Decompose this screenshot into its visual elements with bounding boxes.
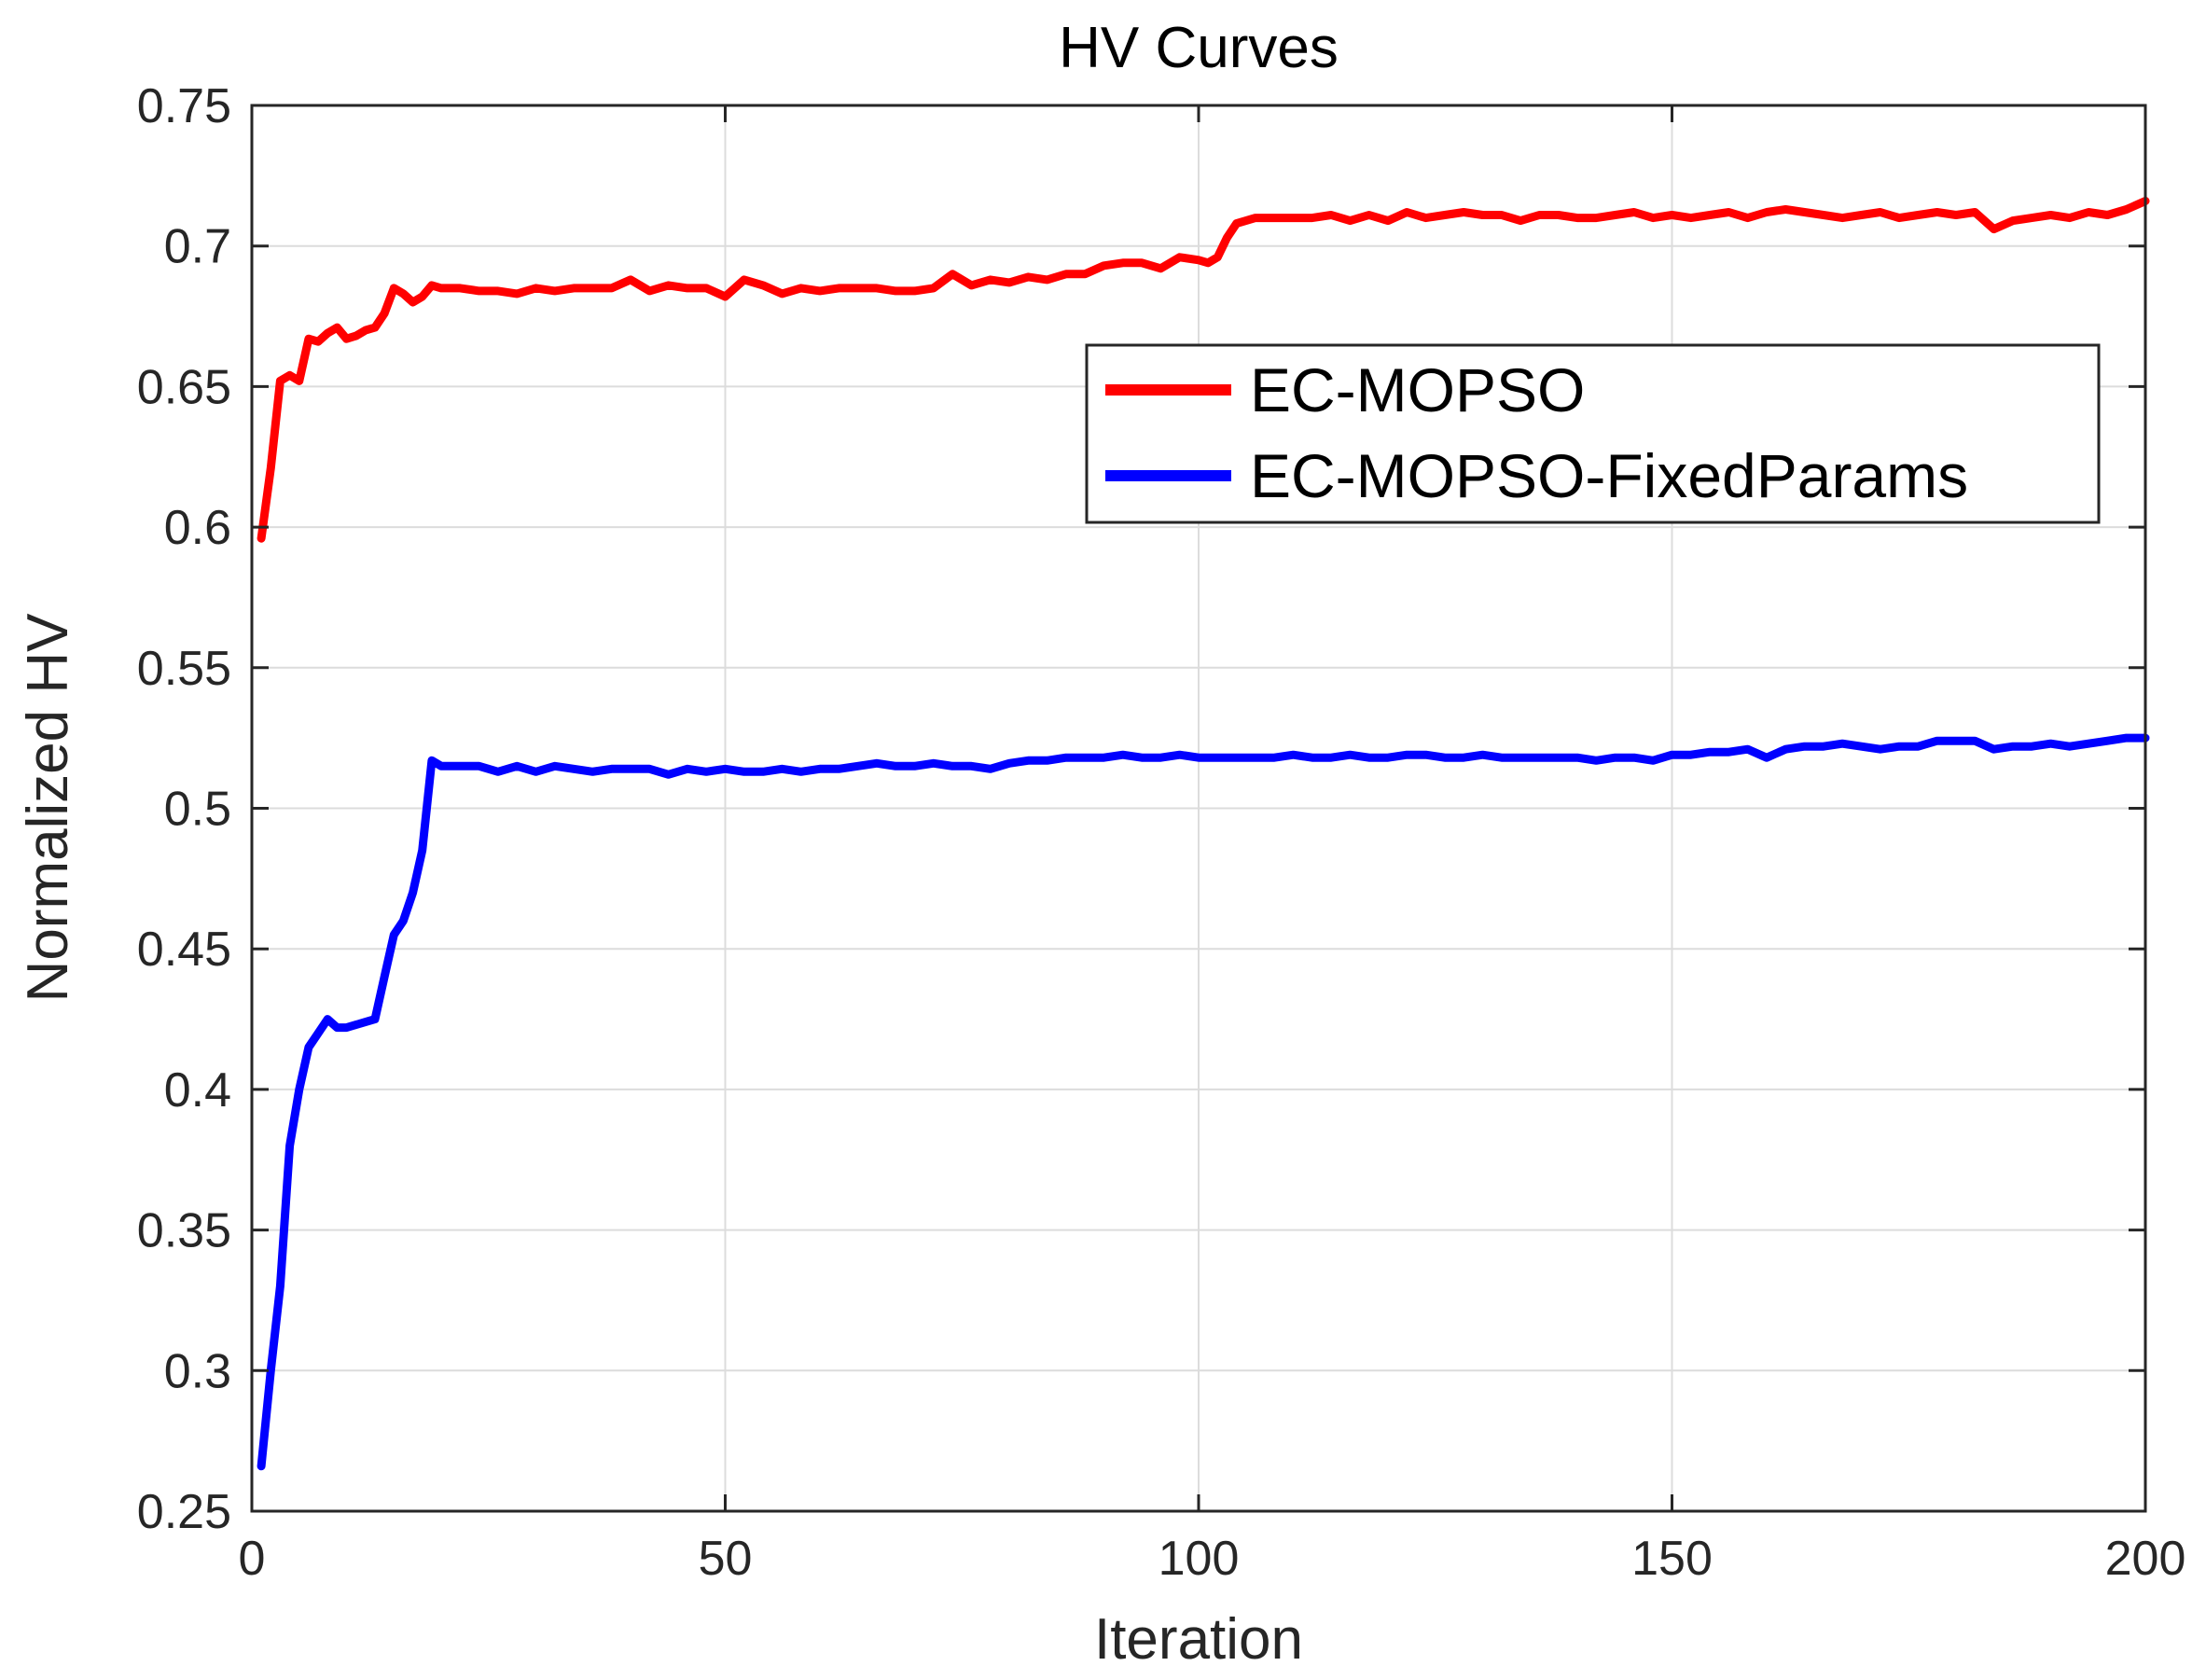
series-layer: [257, 197, 2150, 1471]
legend-label-ec-mopso: EC-MOPSO: [1250, 355, 1585, 424]
legend-box: [1085, 343, 2101, 524]
x-axis-label: Iteration: [1094, 1607, 1303, 1672]
series-line-ec-mopso: [257, 197, 2150, 543]
grid-layer: [252, 105, 2145, 1511]
x-tick-label: 100: [1158, 1532, 1240, 1586]
y-tick-label: 0.25: [137, 1485, 231, 1539]
tick-layer: 0 50 100 150 200 0.25 0.3 0.35 0.4 0.45 0.5 0.55 0.6…: [137, 79, 2186, 1586]
y-tick-label: 0.7: [164, 220, 231, 274]
chart-title: HV Curves: [1059, 16, 1339, 80]
y-tick-label: 0.5: [164, 783, 231, 837]
x-tick-label: 50: [699, 1532, 753, 1586]
y-tick-label: 0.6: [164, 501, 231, 555]
y-tick-label: 0.4: [164, 1063, 231, 1118]
y-tick-label: 0.55: [137, 642, 231, 696]
y-tick-label: 0.35: [137, 1204, 231, 1258]
y-axis-label: Normalized HV: [16, 613, 80, 1003]
legend-label-ec-mopso-fixedparams: EC-MOPSO-FixedParams: [1250, 441, 1968, 510]
y-tick-label: 0.45: [137, 923, 231, 977]
y-tick-label: 0.65: [137, 360, 231, 414]
y-tick-label: 0.3: [164, 1344, 231, 1398]
y-tick-label: 0.75: [137, 79, 231, 133]
x-tick-label: 0: [239, 1532, 266, 1586]
x-tick-label: 150: [1631, 1532, 1713, 1586]
legend: EC-MOPSO EC-MOPSO-FixedParams: [1085, 343, 2101, 524]
x-tick-label: 200: [2105, 1532, 2186, 1586]
series-line-ec-mopso-fixedparams: [257, 733, 2150, 1471]
